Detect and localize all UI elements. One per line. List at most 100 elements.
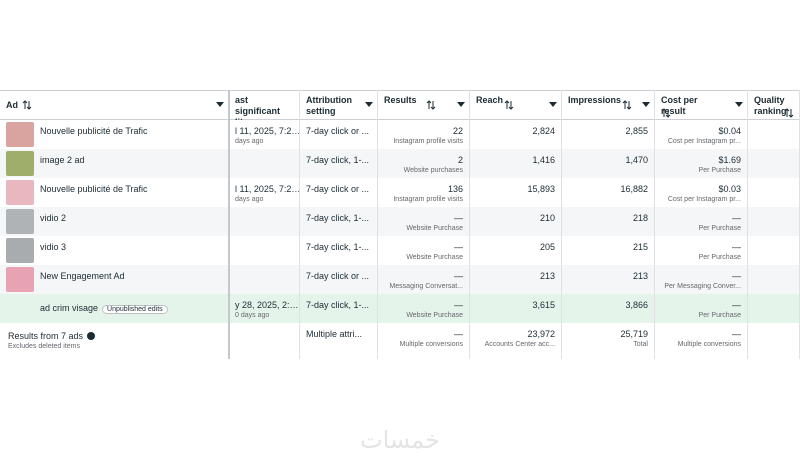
column-header[interactable]: Results: [378, 90, 470, 120]
column-header[interactable]: Reach: [470, 90, 562, 120]
ad-cell: New Engagement Ad: [0, 265, 229, 294]
table-cell: 7-day click, 1-...: [300, 294, 378, 323]
cell-value: —: [454, 242, 463, 252]
ad-thumbnail: [6, 180, 34, 205]
cell-sublabel: Accounts Center acc...: [484, 341, 555, 348]
table-cell: [748, 323, 800, 359]
table-cell: 7-day click, 1-...: [300, 236, 378, 265]
cell-sublabel: Website Purchase: [406, 254, 463, 261]
cell-value: 7-day click or ...: [306, 126, 370, 136]
cell-value: —: [732, 213, 741, 223]
ad-name[interactable]: vidio 3: [40, 242, 66, 252]
column-title: Impressions: [568, 95, 622, 105]
cell-value: 218: [632, 213, 648, 223]
dropdown-icon[interactable]: [548, 99, 558, 109]
ad-thumbnail: [6, 238, 34, 263]
table-cell: y 28, 2025, 2:… 0 days ago: [229, 294, 300, 323]
info-icon: [87, 332, 95, 340]
ad-name[interactable]: image 2 ad: [40, 155, 85, 165]
cell-value: 23,972: [527, 329, 555, 339]
cell-value: —: [732, 300, 741, 310]
table-cell: 205: [470, 236, 562, 265]
table-cell: l 11, 2025, 7:2… days ago: [229, 178, 300, 207]
column-header[interactable]: Quality ranking: [748, 90, 800, 120]
table-cell: 210: [470, 207, 562, 236]
cell-sublabel: Multiple conversions: [399, 341, 463, 348]
sort-icon[interactable]: [622, 100, 632, 110]
sort-icon[interactable]: [22, 100, 32, 110]
cell-value: 2,824: [532, 126, 555, 136]
sort-icon[interactable]: [784, 108, 794, 118]
table-cell: — Website Purchase: [378, 294, 470, 323]
column-header[interactable]: ast significant lit: [229, 90, 300, 120]
table-cell: 7-day click, 1-...: [300, 149, 378, 178]
cell-sublabel: Per Purchase: [698, 254, 741, 261]
column-title: Reach: [476, 95, 504, 105]
table-cell: [229, 149, 300, 178]
cell-value: 205: [539, 242, 555, 252]
dropdown-icon[interactable]: [641, 99, 651, 109]
cell-sublabel: Per Purchase: [698, 167, 741, 174]
table-cell: 16,882: [562, 178, 655, 207]
cell-sublabel: Messaging Conversat...: [389, 283, 463, 290]
table-cell: [229, 207, 300, 236]
ad-name-text: image 2 ad: [40, 155, 85, 165]
table-cell: 213: [470, 265, 562, 294]
cell-value: —: [454, 300, 463, 310]
table-cell: l 11, 2025, 7:2… days ago: [229, 120, 300, 149]
column-title: Cost per result: [661, 95, 698, 116]
watermark: خمسات: [359, 426, 441, 454]
dropdown-icon[interactable]: [456, 99, 466, 109]
cell-sublabel: Per Messaging Conver...: [664, 283, 741, 290]
table-cell: 7-day click or ...: [300, 178, 378, 207]
ad-name[interactable]: vidio 2: [40, 213, 66, 223]
cell-value: Multiple attri...: [306, 329, 363, 339]
cell-value: —: [732, 242, 741, 252]
sort-icon[interactable]: [426, 100, 436, 110]
table-cell: 2,855: [562, 120, 655, 149]
dropdown-icon[interactable]: [734, 99, 744, 109]
ad-thumbnail: [6, 209, 34, 234]
table-cell: 2 Website purchases: [378, 149, 470, 178]
cell-sublabel: Website Purchase: [406, 225, 463, 232]
cell-value: —: [732, 271, 741, 281]
ad-cell: Nouvelle publicité de Trafic: [0, 178, 229, 207]
header-border: [0, 90, 800, 120]
table-cell: [229, 236, 300, 265]
column-header[interactable]: Ad: [0, 90, 229, 120]
dropdown-icon[interactable]: [364, 99, 374, 109]
table-cell: — Website Purchase: [378, 236, 470, 265]
table-cell: 218: [562, 207, 655, 236]
column-header[interactable]: Cost per result: [655, 90, 748, 120]
ad-name-text: Nouvelle publicité de Trafic: [40, 184, 148, 194]
table-cell: 23,972 Accounts Center acc...: [470, 323, 562, 359]
table-cell: — Website Purchase: [378, 207, 470, 236]
cell-value: 7-day click, 1-...: [306, 213, 370, 223]
cell-value: 7-day click, 1-...: [306, 300, 370, 310]
ad-name[interactable]: Nouvelle publicité de Trafic: [40, 126, 148, 136]
ad-name[interactable]: Nouvelle publicité de Trafic: [40, 184, 148, 194]
column-header[interactable]: Attribution setting: [300, 90, 378, 120]
ad-name-text: ad crim visage: [40, 303, 99, 313]
dropdown-icon[interactable]: [215, 99, 225, 109]
ad-cell: Nouvelle publicité de Trafic: [0, 120, 229, 149]
table-cell: — Messaging Conversat...: [378, 265, 470, 294]
column-title: Ad: [6, 100, 18, 110]
cell-value: 213: [539, 271, 555, 281]
sort-icon[interactable]: [661, 108, 671, 118]
ad-name[interactable]: ad crim visage Unpublished edits: [40, 303, 168, 314]
cell-value: 1,416: [532, 155, 555, 165]
cell-value: 215: [632, 242, 648, 252]
ad-name[interactable]: New Engagement Ad: [40, 271, 125, 281]
ad-cell: vidio 3: [0, 236, 229, 265]
cell-value: 136: [447, 184, 463, 194]
frozen-divider: [228, 90, 230, 359]
total-label: Results from 7 ads: [8, 331, 84, 341]
cell-sublabel: Website Purchase: [406, 312, 463, 319]
column-title: Results: [384, 95, 417, 105]
column-header[interactable]: Impressions: [562, 90, 655, 120]
cell-sublabel: days ago: [235, 138, 264, 145]
sort-icon[interactable]: [504, 100, 514, 110]
table-cell: 2,824: [470, 120, 562, 149]
